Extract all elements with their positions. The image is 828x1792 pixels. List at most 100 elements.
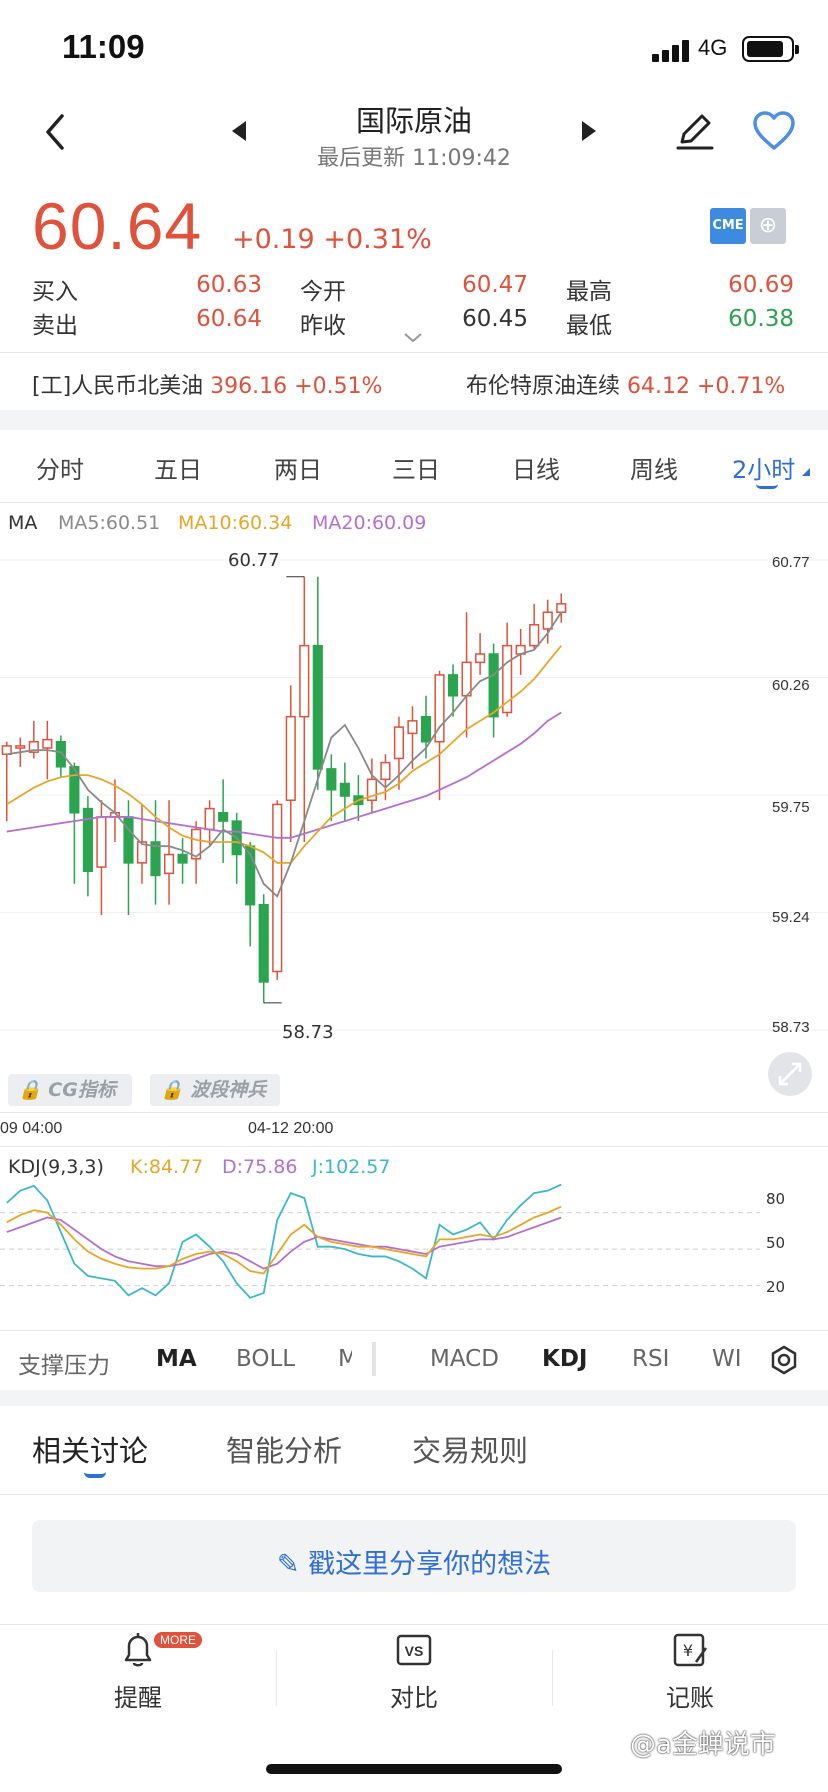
cg-indicator-badge[interactable]: 🔒 CG指标: [8, 1074, 132, 1106]
page-title: 国际原油: [355, 104, 472, 138]
share-placeholder: 戳这里分享你的想法: [308, 1549, 552, 1580]
tab-more-main[interactable]: M: [338, 1346, 352, 1372]
edit-icon[interactable]: [674, 110, 716, 152]
chevron-down-icon[interactable]: [404, 333, 422, 343]
active-tab-indicator: [756, 484, 778, 489]
bell-icon: [124, 1633, 152, 1667]
candle-body: [96, 816, 107, 868]
expand-icon[interactable]: [768, 1052, 812, 1096]
tab-separator: [372, 1342, 376, 1376]
signal-icon: [652, 38, 692, 62]
candle-body: [150, 841, 161, 877]
tab-rsi[interactable]: RSI: [632, 1346, 670, 1372]
candle-body: [204, 807, 215, 831]
candle-body: [42, 738, 53, 749]
candle-body: [407, 720, 418, 735]
candle-body: [136, 841, 148, 864]
kdj-axis-tick: 20: [766, 1278, 786, 1296]
related-instrument-quote: 396.16 +0.51%: [210, 374, 383, 399]
ma20-value: MA20:60.09: [312, 512, 427, 534]
ask-label: 卖出: [32, 313, 78, 339]
candle-body: [312, 644, 323, 770]
kdj-label[interactable]: KDJ(9,3,3): [8, 1156, 104, 1178]
tab-five-day[interactable]: 五日: [154, 456, 202, 484]
settings-gear-icon[interactable]: [768, 1344, 800, 1376]
bid-label: 买入: [32, 279, 78, 305]
price-axis-tick: 59.75: [772, 799, 810, 816]
candle-body: [393, 726, 405, 760]
candle-body: [420, 715, 432, 743]
candle-body: [177, 853, 188, 864]
tab-support-resistance[interactable]: 支撑压力: [18, 1353, 110, 1379]
tab-boll[interactable]: BOLL: [236, 1346, 296, 1372]
kdj-j-value: J:102.57: [312, 1156, 391, 1178]
related-instrument-name[interactable]: 布伦特原油连续 64.12 +0.71%: [466, 374, 786, 399]
tab-trading-rules[interactable]: 交易规则: [412, 1434, 529, 1468]
candle-body: [434, 674, 445, 743]
previous-instrument-icon[interactable]: [232, 121, 246, 141]
cme-badge: CME: [710, 208, 746, 244]
candle-body: [556, 603, 567, 613]
high-value: 60.69: [728, 272, 794, 298]
candle-body: [542, 611, 553, 630]
nav-compare-label: 对比: [390, 1684, 438, 1712]
candle-body: [1, 745, 12, 756]
back-arrow-icon[interactable]: [40, 112, 70, 152]
band-indicator-badge[interactable]: 🔒 波段神兵: [150, 1074, 280, 1106]
related-instrument-name[interactable]: [工]人民币北美油 396.16 +0.51%: [32, 374, 383, 399]
candle-body: [475, 653, 486, 664]
kdj-chart[interactable]: [0, 1150, 828, 1330]
candle-body: [380, 761, 391, 781]
tab-daily[interactable]: 日线: [512, 456, 560, 484]
battery-icon: [742, 36, 799, 62]
favorite-heart-icon[interactable]: [752, 110, 796, 152]
nav-alert[interactable]: 提醒: [68, 1630, 208, 1713]
ma-label[interactable]: MA: [8, 512, 38, 534]
candle-body: [191, 828, 202, 860]
candle-body: [366, 778, 377, 801]
price-change: +0.19 +0.31%: [232, 224, 432, 255]
ma10-value: MA10:60.34: [178, 512, 293, 534]
tab-intraday[interactable]: 分时: [36, 456, 84, 484]
kdj-d-line: [6, 1216, 562, 1270]
ma10-line: [6, 645, 562, 864]
tab-three-day[interactable]: 三日: [392, 456, 440, 484]
price-axis-tick: 60.77: [772, 554, 810, 571]
candle-body: [258, 903, 269, 983]
time-axis-label: 04-12 20:00: [248, 1120, 334, 1137]
tab-macd[interactable]: MACD: [430, 1346, 499, 1372]
price-axis-tick: 60.26: [772, 677, 810, 694]
tab-weekly[interactable]: 周线: [630, 456, 678, 484]
tab-two-day[interactable]: 两日: [274, 456, 322, 484]
time-axis-label: 09 04:00: [0, 1120, 63, 1137]
tab-kdj[interactable]: KDJ: [542, 1346, 588, 1372]
period-dropdown-icon[interactable]: [802, 468, 810, 476]
candle-body: [447, 674, 459, 697]
svg-text:VS: VS: [405, 1643, 424, 1659]
candlestick-chart[interactable]: [0, 530, 828, 1060]
ledger-icon: ¥: [673, 1633, 708, 1667]
open-value: 60.47: [462, 272, 528, 298]
nav-compare[interactable]: VS 对比: [344, 1630, 484, 1713]
tab-wr[interactable]: WI: [712, 1346, 740, 1372]
ma20-line: [6, 711, 562, 839]
nav-ledger-label: 记账: [666, 1684, 714, 1712]
high-label: 最高: [566, 279, 612, 305]
share-thoughts-input[interactable]: ✎ 戳这里分享你的想法: [32, 1520, 796, 1592]
candle-body: [55, 740, 66, 768]
price-axis-tick: 58.73: [772, 1019, 810, 1036]
prev-close-label: 昨收: [300, 313, 346, 339]
candle-body: [339, 782, 350, 797]
tab-smart-analysis[interactable]: 智能分析: [226, 1434, 343, 1468]
exchange-logo-icon: ⊕: [750, 208, 786, 244]
related-instrument-quote: 64.12 +0.71%: [627, 374, 786, 399]
tab-discussion[interactable]: 相关讨论: [32, 1434, 149, 1468]
nav-ledger[interactable]: ¥ 记账: [620, 1630, 760, 1713]
low-value: 60.38: [728, 306, 794, 332]
next-instrument-icon[interactable]: [582, 121, 596, 141]
tab-2-hour[interactable]: 2小时: [732, 456, 796, 484]
ma5-value: MA5:60.51: [58, 512, 161, 534]
tab-ma[interactable]: MA: [156, 1346, 197, 1372]
candle-body: [15, 745, 26, 749]
high-annotation: 60.77: [228, 550, 280, 571]
